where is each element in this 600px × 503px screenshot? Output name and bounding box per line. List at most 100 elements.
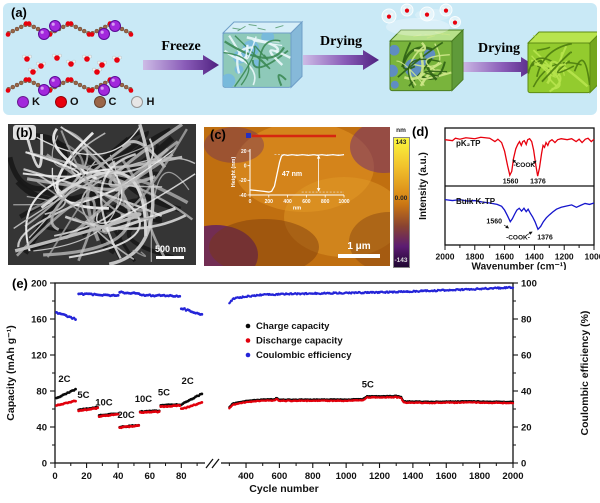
panel-d-label: (d) [412, 124, 429, 139]
h-atom-dot [131, 96, 144, 108]
svg-text:1560: 1560 [503, 179, 519, 186]
atom-legend-item-k: K [17, 96, 40, 108]
freeze-arrow [143, 55, 219, 75]
panel-b-sem: (b) 500 nm [8, 124, 196, 265]
svg-text:2000: 2000 [436, 252, 455, 262]
synthesis-scheme-art [5, 3, 597, 96]
svg-text:Charge capacity: Charge capacity [256, 321, 330, 332]
svg-text:200: 200 [31, 279, 47, 290]
drying-arrow-1 [303, 50, 379, 70]
svg-text:1000: 1000 [585, 252, 600, 262]
svg-text:1400: 1400 [525, 252, 544, 262]
svg-text:-COOK-: -COOK- [506, 235, 530, 242]
svg-text:400: 400 [283, 199, 292, 205]
atom-legend-item-c: C [93, 96, 117, 108]
bulk-k2tp-curve [444, 198, 595, 231]
panel-a-scheme: (a) Freeze Drying Drying K O C H [3, 3, 597, 115]
svg-text:0: 0 [52, 471, 57, 482]
panel-e-cycling: 0 40 80 120 160 200 0 20 40 60 80 100 0 20 40 60 80 400 60… [0, 270, 600, 503]
svg-text:1800: 1800 [469, 471, 490, 482]
svg-text:-COOK: -COOK [513, 162, 535, 169]
panel-b-label: (b) [13, 125, 36, 140]
svg-text:Wavenumber (cm⁻¹): Wavenumber (cm⁻¹) [472, 262, 567, 271]
panel-e-label: (e) [12, 276, 28, 291]
afm-scale-text: 1 μm [347, 241, 371, 252]
svg-text:-20: -20 [239, 178, 246, 184]
svg-text:800: 800 [305, 471, 321, 482]
discharge-capacity-series [55, 395, 515, 430]
svg-text:100: 100 [521, 279, 537, 290]
ftir-plot: 2000 1800 1600 1400 1200 1000 Wavenumber (cm⁻¹… [418, 127, 600, 271]
evaporating-water-art [381, 3, 461, 36]
sem-scale-bar-line [156, 256, 185, 259]
afm-scale-bar: 1 μm [338, 241, 380, 258]
o-atom-dot [54, 96, 67, 108]
svg-text:Coulombic efficiency (%): Coulombic efficiency (%) [579, 311, 591, 436]
colorbar-min: -143 [394, 257, 408, 264]
svg-text:0: 0 [244, 163, 247, 169]
svg-text:Coulombic efficiency: Coulombic efficiency [256, 350, 352, 361]
svg-text:80: 80 [176, 471, 187, 482]
colorbar-gradient [393, 137, 410, 268]
svg-text:1600: 1600 [436, 471, 457, 482]
svg-text:pK₂TP: pK₂TP [456, 139, 481, 148]
drying-arrow-2 [461, 57, 537, 77]
svg-text:20: 20 [241, 149, 247, 155]
svg-text:1800: 1800 [465, 252, 484, 262]
atom-legend: K O C H [17, 96, 154, 108]
svg-text:40: 40 [36, 423, 47, 434]
svg-text:1200: 1200 [555, 252, 574, 262]
colorbar-unit: nm [396, 127, 406, 134]
svg-text:0: 0 [42, 459, 47, 470]
atom-legend-item-h: H [131, 96, 154, 108]
svg-text:2000: 2000 [502, 471, 523, 482]
svg-text:40: 40 [113, 471, 124, 482]
panel-a-label: (a) [11, 5, 27, 20]
c-atom-label: C [108, 96, 117, 108]
sem-scale-bar: 500 nm [155, 244, 186, 259]
svg-text:5C: 5C [158, 388, 170, 399]
svg-text:-40: -40 [239, 193, 246, 199]
scan-line-marker [246, 133, 251, 138]
svg-text:2C: 2C [58, 374, 70, 385]
svg-text:1376: 1376 [537, 235, 553, 242]
svg-text:Discharge capacity: Discharge capacity [256, 336, 343, 347]
step-label-drying-2: Drying [478, 41, 520, 56]
svg-text:1560: 1560 [486, 219, 502, 226]
svg-text:5C: 5C [77, 390, 89, 401]
svg-text:60: 60 [144, 471, 155, 482]
svg-text:10C: 10C [95, 397, 113, 408]
atom-legend-item-o: O [54, 96, 79, 108]
svg-text:1400: 1400 [402, 471, 423, 482]
chart-legend: Charge capacity Discharge capacity Coulomb… [245, 321, 352, 361]
svg-text:5C: 5C [362, 379, 374, 390]
svg-text:10C: 10C [135, 394, 153, 405]
svg-text:0: 0 [521, 459, 526, 470]
svg-text:Cycle number: Cycle number [249, 483, 318, 495]
svg-text:Capacity (mAh g⁻¹): Capacity (mAh g⁻¹) [5, 325, 17, 420]
svg-text:1600: 1600 [495, 252, 514, 262]
svg-text:1000: 1000 [336, 471, 357, 482]
svg-text:2C: 2C [182, 376, 194, 387]
svg-text:Bulk K₂TP: Bulk K₂TP [456, 197, 496, 206]
svg-text:600: 600 [271, 471, 287, 482]
coulombic-efficiency-series [55, 285, 515, 321]
colorbar-max: 143 [395, 139, 407, 146]
pk2tp-curve [444, 136, 595, 178]
afm-scale-bar-line [338, 254, 380, 258]
svg-text:1376: 1376 [530, 179, 546, 186]
svg-text:Intensity (a.u.): Intensity (a.u.) [418, 152, 429, 220]
drying-cube [388, 28, 465, 92]
svg-text:200: 200 [265, 199, 274, 205]
aerogel-cube [526, 31, 597, 94]
svg-text:20: 20 [81, 471, 92, 482]
svg-text:800: 800 [321, 199, 330, 205]
svg-text:20: 20 [521, 423, 532, 434]
svg-text:40: 40 [521, 387, 532, 398]
svg-text:600: 600 [302, 199, 311, 205]
o-atom-label: O [69, 96, 79, 108]
